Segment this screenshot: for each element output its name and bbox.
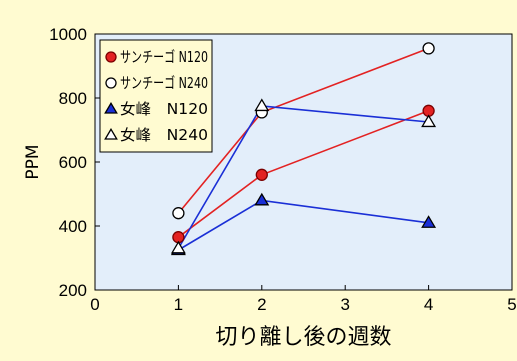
x-tick-label: 1 <box>174 295 183 314</box>
x-tick-label: 3 <box>340 295 349 314</box>
x-tick-label: 0 <box>90 295 99 314</box>
x-tick-label: 4 <box>424 295 433 314</box>
data-point-s4-1 <box>170 240 186 254</box>
legend-marker-1 <box>105 51 117 63</box>
y-tick-label: 200 <box>59 281 87 300</box>
legend: サンチーゴ N120 サンチーゴ N240 女峰 N120 女峰 N240 <box>99 39 213 153</box>
legend-label-3: 女峰 N120 <box>120 100 208 118</box>
y-tick-label: 800 <box>59 89 87 108</box>
legend-marker-3 <box>104 101 118 114</box>
x-axis-title: 切り離し後の週数 <box>215 325 391 350</box>
legend-box <box>99 39 213 153</box>
legend-marker-2 <box>105 77 117 89</box>
legend-label-4: 女峰 N240 <box>120 126 208 144</box>
y-tick-label: 600 <box>59 153 87 172</box>
data-point-s3-3 <box>421 215 437 228</box>
y-tick-label: 400 <box>59 217 87 236</box>
data-point-s3-2 <box>254 192 270 206</box>
data-point-s4-2 <box>254 98 270 112</box>
data-point-s2-3 <box>422 42 435 55</box>
y-axis-title: PPM <box>23 144 43 179</box>
x-tick-label: 2 <box>257 295 266 314</box>
axis-ticks: 200 400 600 800 1000 0 1 2 3 4 5 <box>49 25 517 314</box>
data-point-s2-1 <box>172 207 185 220</box>
x-tick-label: 5 <box>507 295 516 314</box>
data-point-s4-3 <box>421 114 437 128</box>
legend-label-2: サンチーゴ N240 <box>120 74 208 92</box>
y-tick-label: 1000 <box>49 25 87 44</box>
data-point-s1-2 <box>255 168 268 181</box>
series-markers <box>170 42 437 256</box>
legend-marker-4 <box>104 127 118 140</box>
legend-label-1: サンチーゴ N120 <box>120 48 208 66</box>
